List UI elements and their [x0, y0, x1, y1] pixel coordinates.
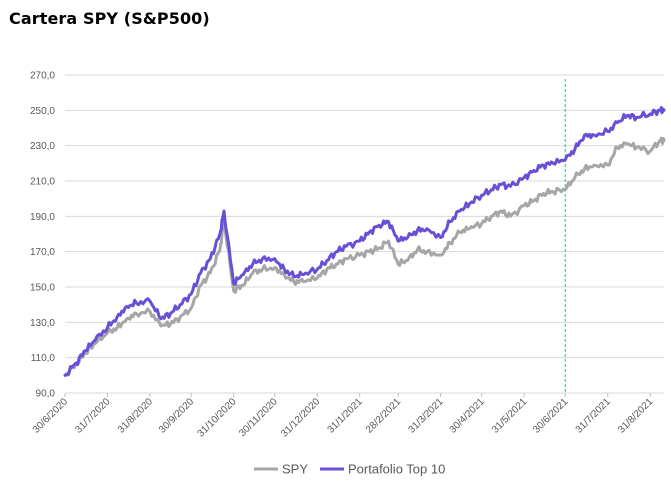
x-tick-label: 30/6/2021	[531, 396, 571, 436]
y-tick-label: 130,0	[30, 318, 55, 329]
y-tick-label: 270,0	[30, 71, 55, 82]
legend-label: SPY	[282, 462, 308, 477]
legend-label: Portafolio Top 10	[348, 462, 445, 477]
x-tick-label: 31/5/2021	[490, 396, 530, 436]
y-tick-label: 210,0	[30, 177, 55, 188]
x-tick-label: 31/10/2020	[196, 396, 239, 439]
x-tick-label: 31/7/2020	[73, 396, 113, 436]
x-tick-label: 30/11/2020	[237, 396, 280, 439]
x-tick-label: 31/1/2021	[326, 396, 366, 436]
y-axis-ticks: 90,0 110,0 130,0 150,0 170,0 190,0 210,0 230,0 2…	[30, 71, 55, 400]
legend: SPY Portafolio Top 10	[254, 462, 445, 477]
x-tick-label: 28/2/2021	[364, 396, 404, 436]
series-line-spy	[63, 136, 666, 377]
x-tick-label: 31/12/2020	[279, 396, 322, 439]
series-line-portafolio	[63, 106, 666, 377]
y-tick-label: 230,0	[30, 141, 55, 152]
chart-title: Cartera SPY (S&P500)	[9, 9, 210, 28]
y-tick-label: 190,0	[30, 212, 55, 223]
y-tick-label: 90,0	[36, 389, 56, 400]
x-tick-label: 31/7/2021	[574, 396, 614, 436]
y-tick-label: 170,0	[30, 247, 55, 258]
x-tick-label: 30/4/2021	[448, 396, 488, 436]
x-tick-label: 31/8/2021	[616, 396, 656, 436]
x-tick-label: 30/9/2020	[157, 396, 197, 436]
series-lines	[63, 106, 666, 377]
x-tick-label: 30/6/2020	[31, 396, 71, 436]
x-axis-ticks: 30/6/2020 31/7/2020 31/8/2020 30/9/2020 31/1…	[31, 393, 656, 440]
x-tick-label: 31/3/2021	[406, 396, 446, 436]
y-tick-label: 250,0	[30, 106, 55, 117]
y-tick-label: 150,0	[30, 283, 55, 294]
x-tick-label: 31/8/2020	[116, 396, 156, 436]
y-tick-label: 110,0	[31, 353, 56, 364]
